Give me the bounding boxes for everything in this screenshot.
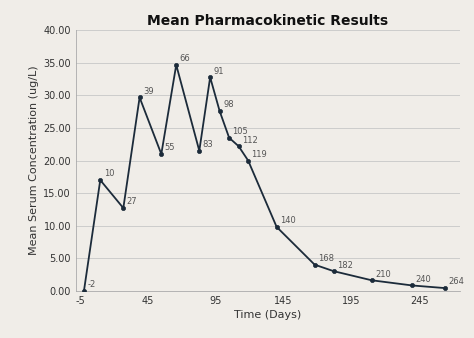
Text: 10: 10 xyxy=(104,169,114,178)
Text: 168: 168 xyxy=(318,254,334,263)
Text: -2: -2 xyxy=(87,280,96,289)
Text: 27: 27 xyxy=(127,197,137,207)
Text: 98: 98 xyxy=(223,100,234,110)
Text: 39: 39 xyxy=(143,87,154,96)
Text: 119: 119 xyxy=(252,150,267,159)
Text: 182: 182 xyxy=(337,261,353,269)
Text: 210: 210 xyxy=(375,270,391,279)
Text: 55: 55 xyxy=(164,143,175,152)
Text: 264: 264 xyxy=(448,277,464,286)
Y-axis label: Mean Serum Concentration (ug/L): Mean Serum Concentration (ug/L) xyxy=(29,66,39,256)
Title: Mean Pharmacokinetic Results: Mean Pharmacokinetic Results xyxy=(147,14,388,28)
Text: 91: 91 xyxy=(214,67,224,76)
Text: 112: 112 xyxy=(242,136,258,145)
Text: 105: 105 xyxy=(233,127,248,136)
Text: 240: 240 xyxy=(416,275,431,284)
Text: 66: 66 xyxy=(180,54,191,63)
Text: 83: 83 xyxy=(203,140,213,149)
X-axis label: Time (Days): Time (Days) xyxy=(234,310,301,320)
Text: 140: 140 xyxy=(280,216,296,225)
